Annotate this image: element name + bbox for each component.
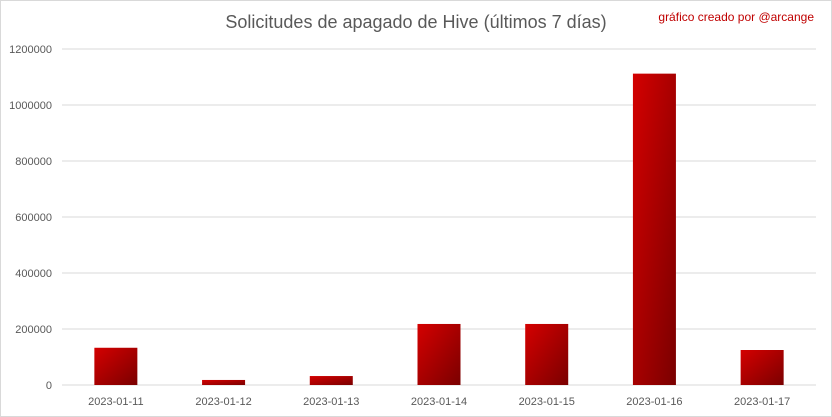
x-axis-ticks: 2023-01-11 2023-01-12 2023-01-13 2023-01-14…	[88, 396, 790, 408]
bar-2023-01-13	[309, 376, 353, 385]
y-tick-label: 0	[46, 380, 52, 392]
x-tick-label: 2023-01-17	[734, 396, 790, 408]
bar-2023-01-11	[94, 347, 138, 385]
x-tick-label: 2023-01-12	[195, 396, 251, 408]
x-tick-label: 2023-01-16	[626, 396, 682, 408]
bars	[94, 73, 784, 385]
y-tick-label: 1000000	[9, 100, 52, 112]
bar-2023-01-16	[632, 73, 676, 385]
y-axis-ticks: 0 200000 400000 600000 800000 1000000 1200000	[9, 44, 52, 392]
y-tick-label: 1200000	[9, 44, 52, 56]
bar-2023-01-15	[525, 323, 569, 385]
x-tick-label: 2023-01-15	[519, 396, 575, 408]
grid-lines	[62, 48, 816, 386]
y-tick-label: 200000	[15, 324, 52, 336]
bar-2023-01-12	[202, 379, 246, 385]
chart-title: Solicitudes de apagado de Hive (últimos …	[225, 12, 607, 32]
x-tick-label: 2023-01-14	[411, 396, 467, 408]
bar-2023-01-14	[417, 323, 461, 385]
x-tick-label: 2023-01-11	[88, 396, 143, 408]
y-tick-label: 800000	[15, 156, 52, 168]
y-tick-label: 600000	[15, 212, 52, 224]
chart-credit: gráfico creado por @arcange	[658, 10, 814, 24]
x-tick-label: 2023-01-13	[303, 396, 359, 408]
bar-2023-01-17	[740, 350, 784, 385]
y-tick-label: 400000	[15, 268, 52, 280]
